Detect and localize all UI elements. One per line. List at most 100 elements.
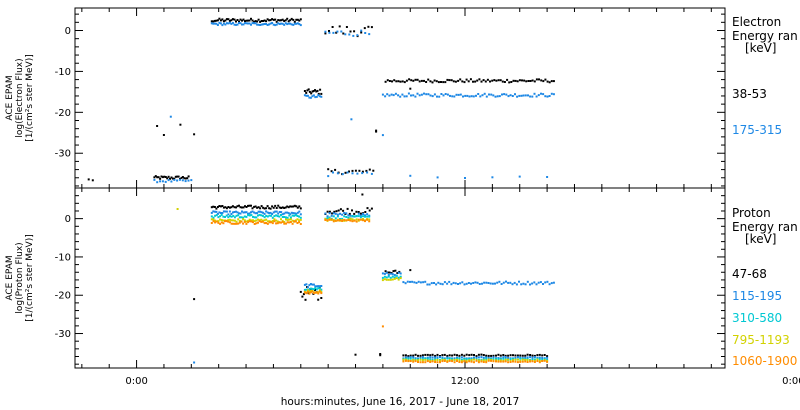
proton-point [210, 206, 213, 209]
proton-point [225, 214, 228, 217]
proton-point [426, 283, 429, 286]
electron-point [157, 176, 160, 179]
proton-point [515, 283, 518, 286]
proton-point [293, 212, 296, 215]
proton-point [441, 360, 444, 363]
electron-point [293, 20, 296, 23]
electron-point [433, 93, 436, 96]
electron-point [241, 19, 243, 22]
electron-point [156, 125, 159, 127]
proton-point [441, 283, 444, 286]
electron-point [501, 93, 503, 96]
proton-point [309, 291, 312, 294]
proton-point [248, 220, 251, 223]
electron-point [303, 90, 306, 92]
proton-legend-entry: 115-195 [732, 289, 782, 303]
electron-point [221, 18, 224, 21]
proton-point [227, 213, 230, 216]
electron-point [266, 18, 269, 21]
electron-point [546, 80, 549, 83]
proton-point [353, 219, 356, 222]
electron-point [423, 79, 425, 82]
electron-point [176, 179, 179, 182]
electron-point [215, 19, 218, 22]
proton-point [422, 281, 425, 284]
proton-point [521, 358, 524, 361]
x-axis-label: hours:minutes, June 16, 2017 - June 18, … [281, 396, 520, 408]
proton-point [299, 218, 302, 221]
electron-point [527, 94, 529, 97]
proton-point [544, 281, 547, 284]
electron-panel-frame [74, 7, 726, 189]
proton-point [283, 221, 286, 223]
electron-point [450, 79, 453, 82]
proton-point [345, 216, 348, 218]
electron-point [548, 95, 551, 97]
electron-point [284, 22, 287, 25]
proton-point [320, 288, 323, 291]
proton-point [538, 359, 541, 362]
electron-point [431, 81, 434, 84]
proton-point [359, 212, 362, 215]
proton-point [485, 281, 488, 284]
proton-point [384, 270, 387, 273]
proton-point [475, 359, 478, 362]
proton-point [383, 272, 386, 275]
proton-point [218, 211, 221, 214]
proton-point [314, 285, 317, 288]
proton-point [514, 358, 517, 361]
electron-point [524, 94, 527, 97]
proton-point [355, 215, 358, 217]
proton-point [299, 290, 302, 293]
electron-point [248, 19, 251, 22]
proton-point [431, 353, 434, 356]
electron-point [368, 33, 371, 36]
proton-point [387, 275, 390, 278]
proton-point [212, 216, 215, 219]
electron-point [516, 80, 519, 83]
electron-point [464, 94, 467, 97]
proton-point [492, 360, 495, 363]
proton-point [347, 219, 350, 221]
proton-point [219, 215, 222, 218]
proton-point [550, 282, 553, 285]
proton-point [509, 354, 512, 357]
proton-point [526, 361, 529, 363]
electron-point [320, 95, 323, 98]
proton-point [443, 357, 446, 360]
electron-point [511, 95, 514, 97]
proton-point [379, 353, 382, 355]
proton-point [429, 356, 432, 359]
electron-point [546, 95, 549, 98]
proton-point [431, 358, 434, 361]
electron-point [222, 22, 225, 25]
electron-point [365, 169, 368, 172]
proton-point [507, 281, 510, 284]
electron-point [361, 172, 364, 175]
electron-point [299, 18, 302, 21]
proton-point [409, 354, 412, 357]
proton-point [268, 207, 271, 210]
proton-point [253, 216, 256, 219]
electron-point [275, 23, 278, 26]
proton-point [304, 298, 307, 301]
proton-point [480, 353, 483, 356]
proton-point [238, 212, 240, 215]
proton-point [500, 283, 503, 285]
electron-point [274, 18, 277, 21]
proton-point [497, 360, 500, 363]
proton-point [315, 288, 318, 291]
electron-point [259, 20, 262, 23]
proton-point [317, 292, 320, 295]
proton-point [278, 211, 281, 213]
proton-point [536, 360, 539, 362]
proton-legend-entry: 1060-1900 [732, 354, 797, 368]
proton-point [419, 354, 422, 357]
proton-point [339, 208, 342, 211]
proton-point [252, 219, 254, 222]
proton-point [436, 359, 439, 361]
proton-point [524, 358, 527, 361]
proton-point [419, 361, 422, 364]
proton-point [314, 291, 317, 294]
electron-point [330, 170, 333, 173]
